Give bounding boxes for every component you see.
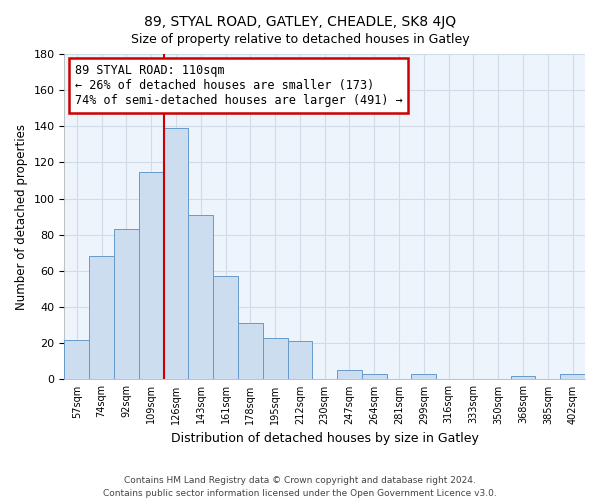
X-axis label: Distribution of detached houses by size in Gatley: Distribution of detached houses by size … <box>171 432 479 445</box>
Bar <box>188 215 213 380</box>
Text: Size of property relative to detached houses in Gatley: Size of property relative to detached ho… <box>131 32 469 46</box>
Bar <box>362 374 386 380</box>
Bar <box>139 172 164 380</box>
Bar <box>64 340 89 380</box>
Bar <box>560 374 585 380</box>
Bar <box>412 374 436 380</box>
Bar <box>287 342 313 380</box>
Bar <box>238 324 263 380</box>
Text: 89, STYAL ROAD, GATLEY, CHEADLE, SK8 4JQ: 89, STYAL ROAD, GATLEY, CHEADLE, SK8 4JQ <box>144 15 456 29</box>
Bar <box>89 256 114 380</box>
Bar <box>337 370 362 380</box>
Bar <box>263 338 287 380</box>
Text: Contains HM Land Registry data © Crown copyright and database right 2024.
Contai: Contains HM Land Registry data © Crown c… <box>103 476 497 498</box>
Bar <box>164 128 188 380</box>
Y-axis label: Number of detached properties: Number of detached properties <box>15 124 28 310</box>
Bar <box>511 376 535 380</box>
Text: 89 STYAL ROAD: 110sqm
← 26% of detached houses are smaller (173)
74% of semi-det: 89 STYAL ROAD: 110sqm ← 26% of detached … <box>75 64 403 107</box>
Bar <box>114 230 139 380</box>
Bar <box>213 276 238 380</box>
